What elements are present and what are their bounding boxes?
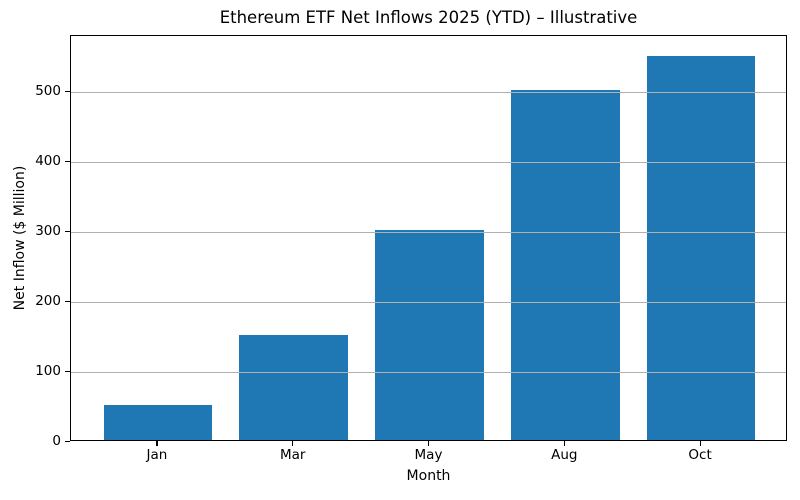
chart-title: Ethereum ETF Net Inflows 2025 (YTD) – Il… (219, 8, 638, 27)
y-tick-label: 300 (35, 222, 61, 239)
y-tick-label: 500 (35, 82, 61, 99)
gridline-y-300 (71, 231, 786, 233)
bar-mar (239, 335, 348, 440)
bar-oct (646, 56, 756, 440)
y-tick-mark (65, 90, 70, 92)
y-tick-mark (65, 370, 70, 372)
y-tick-label: 100 (35, 362, 61, 379)
x-tick-label-jan: Jan (146, 447, 168, 463)
gridline-y-200 (71, 301, 786, 303)
x-tick-mark (699, 441, 701, 446)
y-axis-label: Net Inflow ($ Million) (12, 165, 28, 311)
bar-jan (103, 405, 213, 440)
y-tick-mark (65, 160, 70, 162)
gridline-y-400 (71, 161, 786, 163)
x-tick-label-aug: Aug (551, 447, 578, 463)
y-tick-label: 400 (35, 152, 61, 169)
y-tick-label: 0 (52, 432, 61, 449)
bar-aug (510, 90, 620, 440)
x-tick-label-may: May (414, 447, 443, 463)
x-tick-mark (292, 441, 294, 446)
x-tick-label-oct: Oct (688, 447, 712, 463)
y-tick-label: 200 (35, 292, 61, 309)
gridline-y-500 (71, 91, 786, 93)
x-tick-mark (563, 441, 565, 446)
y-tick-mark (65, 300, 70, 302)
x-axis-label: Month (406, 468, 451, 484)
x-tick-label-mar: Mar (279, 447, 306, 463)
y-tick-mark (65, 230, 70, 232)
x-tick-mark (428, 441, 430, 446)
x-tick-mark (156, 441, 158, 446)
y-tick-mark (65, 440, 70, 442)
gridline-y-100 (71, 371, 786, 373)
bar-may (375, 230, 484, 440)
plot-area (70, 35, 787, 441)
